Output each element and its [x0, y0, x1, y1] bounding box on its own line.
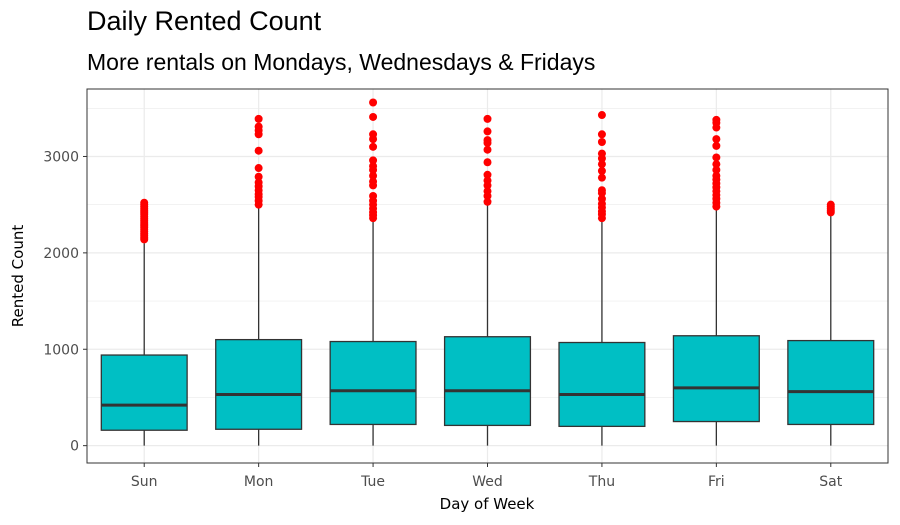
y-tick-label: 3000 [43, 149, 79, 165]
outlier-point [369, 156, 378, 165]
outlier-point [483, 127, 492, 136]
outlier-point [254, 164, 263, 173]
outlier-point [140, 198, 149, 207]
outlier-point [369, 177, 378, 186]
box-group-wed [443, 114, 532, 446]
box-iqr [672, 335, 760, 423]
outlier-point [597, 149, 606, 158]
outlier-point [826, 200, 835, 209]
box-iqr [100, 354, 188, 431]
outlier-point [597, 130, 606, 139]
chart-title: Daily Rented Count [87, 6, 322, 36]
outlier-point [712, 153, 721, 162]
outlier-point [597, 173, 606, 182]
outlier-point [254, 122, 263, 131]
x-tick-label-thu: Thu [588, 474, 615, 490]
box-group-sun [100, 198, 188, 446]
outlier-point [369, 112, 378, 121]
outlier-point [712, 171, 721, 180]
outlier-point [369, 130, 378, 139]
outlier-point [254, 172, 263, 181]
outlier-point [712, 115, 721, 124]
outlier-point [597, 186, 606, 195]
x-tick-label-tue: Tue [360, 474, 385, 490]
box-iqr [215, 338, 303, 430]
outlier-point [712, 141, 721, 150]
axis-layer: 0 1000 2000 3000 Sun Mon Tue Wed Thu Fri Sat [43, 149, 842, 490]
box-group-tue [329, 98, 417, 446]
outlier-point [597, 160, 606, 169]
outlier-point [597, 166, 606, 175]
outlier-point [369, 162, 378, 171]
box-group-sat [787, 200, 875, 446]
outlier-point [483, 158, 492, 167]
chart-subtitle: More rentals on Mondays, Wednesdays & Fr… [87, 49, 596, 75]
outlier-point [483, 197, 492, 206]
box-group-thu [558, 111, 646, 446]
x-tick-label-fri: Fri [708, 474, 725, 490]
outlier-point [254, 114, 263, 123]
box-iqr [787, 339, 875, 426]
outlier-point [597, 138, 606, 147]
x-tick-label-mon: Mon [244, 474, 274, 490]
boxes-layer [100, 98, 875, 446]
outlier-point [712, 160, 721, 169]
x-tick-label-sat: Sat [819, 474, 842, 490]
outlier-point [254, 146, 263, 155]
y-tick-label: 1000 [43, 342, 79, 358]
outlier-point [369, 171, 378, 180]
box-iqr [329, 340, 417, 426]
outlier-point [712, 135, 721, 144]
x-axis-title: Day of Week [440, 495, 535, 513]
outlier-point [483, 187, 492, 196]
x-tick-label-wed: Wed [472, 474, 503, 490]
outlier-point [483, 145, 492, 154]
y-tick-label: 0 [70, 439, 79, 455]
outlier-point [483, 136, 492, 145]
outlier-point [483, 170, 492, 179]
y-axis-title: Rented Count [9, 225, 27, 328]
y-tick-label: 2000 [43, 246, 79, 262]
box-iqr [558, 341, 646, 428]
outlier-point [712, 165, 721, 174]
outlier-point [369, 191, 378, 200]
outlier-point [369, 98, 378, 107]
box-iqr [443, 336, 532, 427]
outlier-point [254, 178, 263, 187]
outlier-point [597, 194, 606, 203]
outlier-point [597, 111, 606, 120]
outlier-point [483, 114, 492, 123]
x-tick-label-sun: Sun [131, 474, 158, 490]
outlier-point [483, 176, 492, 185]
box-group-mon [215, 114, 303, 446]
outlier-point [369, 142, 378, 151]
box-group-fri [672, 115, 760, 446]
